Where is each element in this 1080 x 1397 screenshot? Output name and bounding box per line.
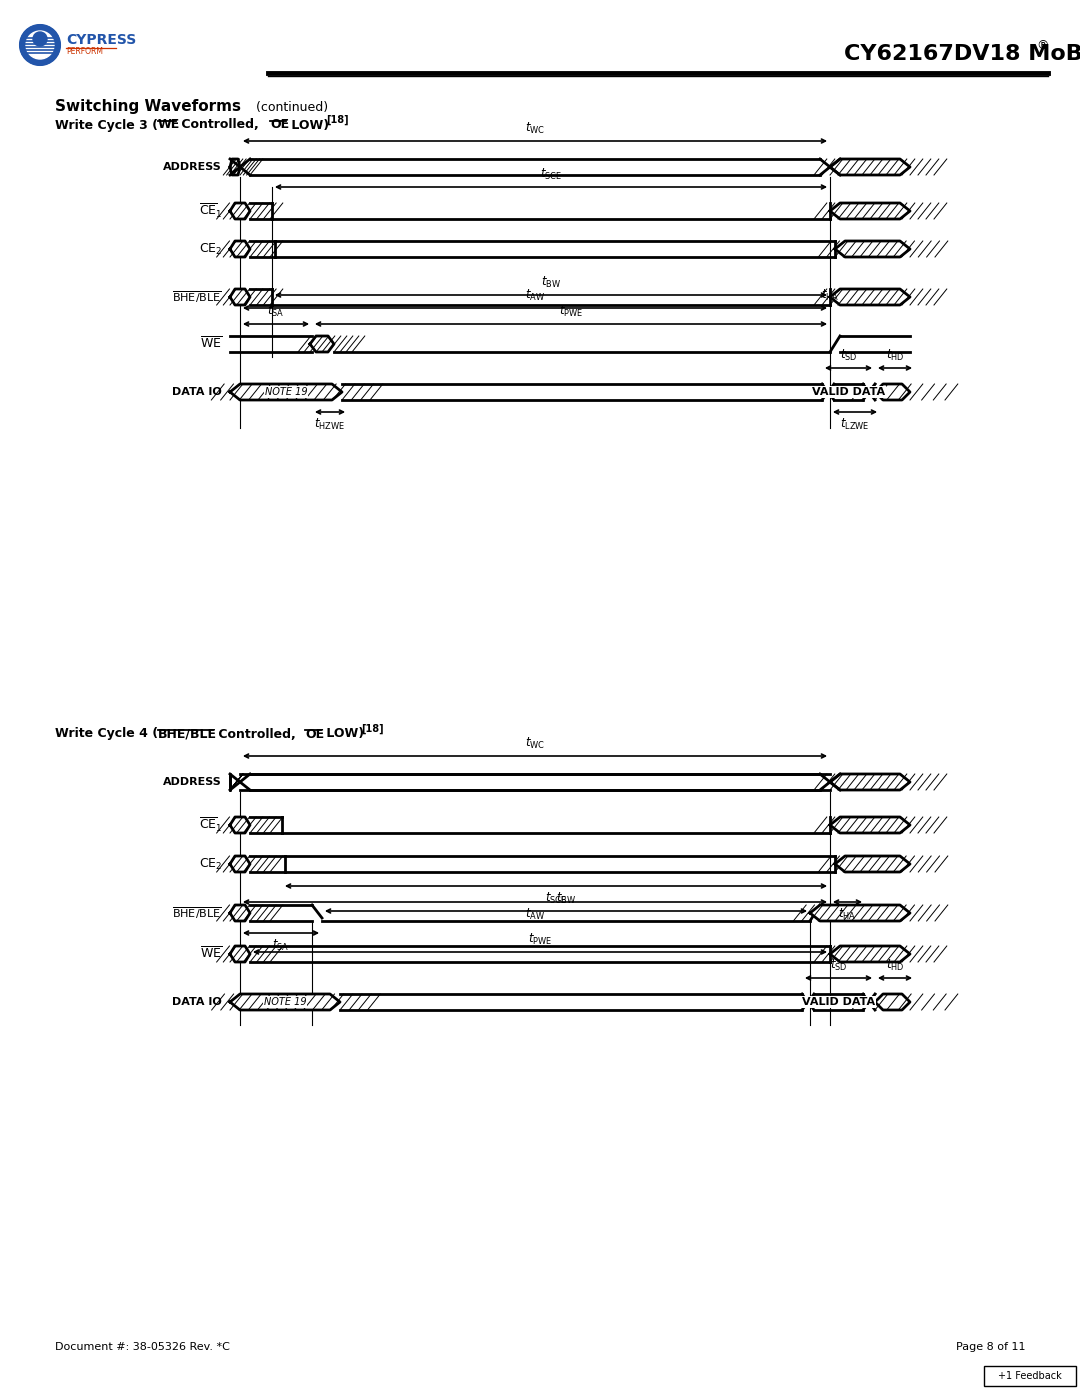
Text: WE: WE bbox=[158, 119, 180, 131]
Polygon shape bbox=[831, 817, 910, 833]
Polygon shape bbox=[230, 242, 249, 257]
Polygon shape bbox=[831, 159, 910, 175]
Text: VALID DATA: VALID DATA bbox=[802, 997, 875, 1007]
Polygon shape bbox=[831, 289, 910, 305]
Text: $t_{\mathrm{SCE}}$: $t_{\mathrm{SCE}}$ bbox=[545, 891, 567, 907]
Text: Write Cycle 4 (: Write Cycle 4 ( bbox=[55, 728, 158, 740]
Text: $t_{\mathrm{SCE}}$: $t_{\mathrm{SCE}}$ bbox=[540, 166, 562, 182]
Text: $t_{\mathrm{SD}}$: $t_{\mathrm{SD}}$ bbox=[840, 348, 858, 363]
Text: $t_{\mathrm{HD}}$: $t_{\mathrm{HD}}$ bbox=[886, 958, 904, 972]
Polygon shape bbox=[230, 905, 249, 921]
Text: CE$_2$: CE$_2$ bbox=[199, 242, 222, 257]
Text: (continued): (continued) bbox=[252, 101, 328, 113]
Text: CE$_2$: CE$_2$ bbox=[199, 856, 222, 872]
Text: Document #: 38-05326 Rev. *C: Document #: 38-05326 Rev. *C bbox=[55, 1343, 230, 1352]
Text: $t_{\mathrm{HA}}$: $t_{\mathrm{HA}}$ bbox=[838, 907, 856, 922]
Text: $t_{\mathrm{SA}}$: $t_{\mathrm{SA}}$ bbox=[267, 305, 285, 319]
Text: ADDRESS: ADDRESS bbox=[163, 162, 222, 172]
Polygon shape bbox=[230, 995, 340, 1010]
Polygon shape bbox=[875, 384, 910, 400]
Polygon shape bbox=[230, 384, 342, 400]
Text: $t_{\mathrm{AW}}$: $t_{\mathrm{AW}}$ bbox=[525, 288, 545, 303]
Polygon shape bbox=[230, 817, 249, 833]
Polygon shape bbox=[310, 337, 334, 352]
Polygon shape bbox=[875, 995, 910, 1010]
Polygon shape bbox=[230, 856, 249, 872]
Text: $\overline{\mathrm{BHE/BLE}}$: $\overline{\mathrm{BHE/BLE}}$ bbox=[173, 905, 222, 921]
Text: $t_{\mathrm{SD}}$: $t_{\mathrm{SD}}$ bbox=[829, 958, 848, 972]
Polygon shape bbox=[831, 774, 910, 789]
Polygon shape bbox=[835, 242, 910, 257]
Polygon shape bbox=[831, 203, 910, 219]
Polygon shape bbox=[230, 289, 249, 305]
Text: LOW): LOW) bbox=[322, 728, 364, 740]
Text: PERFORM: PERFORM bbox=[66, 47, 103, 56]
Polygon shape bbox=[230, 203, 249, 219]
Text: $t_{\mathrm{PWE}}$: $t_{\mathrm{PWE}}$ bbox=[528, 932, 552, 947]
Text: [18]: [18] bbox=[361, 724, 383, 735]
Text: Controlled,: Controlled, bbox=[177, 119, 264, 131]
Text: [18]: [18] bbox=[326, 115, 349, 126]
FancyBboxPatch shape bbox=[984, 1366, 1076, 1386]
Text: NOTE 19: NOTE 19 bbox=[265, 387, 308, 397]
Polygon shape bbox=[230, 159, 240, 175]
Text: $t_{\mathrm{BW}}$: $t_{\mathrm{BW}}$ bbox=[556, 891, 576, 907]
Text: $t_{\mathrm{HZWE}}$: $t_{\mathrm{HZWE}}$ bbox=[314, 416, 346, 432]
Text: Page 8 of 11: Page 8 of 11 bbox=[956, 1343, 1025, 1352]
Text: NOTE 19: NOTE 19 bbox=[264, 997, 307, 1007]
Text: $t_{\mathrm{LZWE}}$: $t_{\mathrm{LZWE}}$ bbox=[840, 416, 869, 432]
Circle shape bbox=[33, 32, 48, 46]
Text: CYPRESS: CYPRESS bbox=[66, 34, 136, 47]
Text: LOW): LOW) bbox=[287, 119, 329, 131]
Text: $\overline{\mathrm{CE}}_1$: $\overline{\mathrm{CE}}_1$ bbox=[199, 816, 222, 834]
Text: VALID DATA: VALID DATA bbox=[812, 387, 886, 397]
Text: OE: OE bbox=[270, 119, 289, 131]
Text: +1 Feedback: +1 Feedback bbox=[998, 1370, 1062, 1382]
Text: $t_{\mathrm{WC}}$: $t_{\mathrm{WC}}$ bbox=[525, 122, 545, 136]
Polygon shape bbox=[230, 946, 249, 963]
Text: $t_{\mathrm{BW}}$: $t_{\mathrm{BW}}$ bbox=[541, 275, 562, 291]
Text: ADDRESS: ADDRESS bbox=[163, 777, 222, 787]
Circle shape bbox=[21, 25, 60, 66]
Text: $\overline{\mathrm{BHE/BLE}}$: $\overline{\mathrm{BHE/BLE}}$ bbox=[173, 289, 222, 305]
Text: CY62167DV18 MoBL: CY62167DV18 MoBL bbox=[843, 43, 1080, 64]
Text: OE: OE bbox=[305, 728, 324, 740]
Text: Switching Waveforms: Switching Waveforms bbox=[55, 99, 241, 115]
Text: $t_{\mathrm{SA}}$: $t_{\mathrm{SA}}$ bbox=[272, 937, 289, 953]
Text: DATA IO: DATA IO bbox=[172, 997, 222, 1007]
Text: Controlled,: Controlled, bbox=[214, 728, 300, 740]
Text: $t_{\mathrm{PWE}}$: $t_{\mathrm{PWE}}$ bbox=[558, 305, 583, 319]
Text: $\overline{\mathrm{CE}}_1$: $\overline{\mathrm{CE}}_1$ bbox=[199, 203, 222, 221]
Text: DATA IO: DATA IO bbox=[172, 387, 222, 397]
Text: $t_{\mathrm{HD}}$: $t_{\mathrm{HD}}$ bbox=[886, 348, 904, 363]
Text: $t_{\mathrm{HA}}$: $t_{\mathrm{HA}}$ bbox=[821, 288, 839, 303]
Polygon shape bbox=[831, 946, 910, 963]
Polygon shape bbox=[835, 856, 910, 872]
Polygon shape bbox=[810, 905, 910, 921]
Text: $\overline{\mathrm{WE}}$: $\overline{\mathrm{WE}}$ bbox=[200, 946, 222, 961]
Text: $\overline{\mathrm{WE}}$: $\overline{\mathrm{WE}}$ bbox=[200, 337, 222, 352]
Text: $t_{\mathrm{AW}}$: $t_{\mathrm{AW}}$ bbox=[525, 907, 545, 922]
Text: BHE/BLE: BHE/BLE bbox=[158, 728, 217, 740]
Text: Write Cycle 3 (: Write Cycle 3 ( bbox=[55, 119, 158, 131]
Text: $t_{\mathrm{WC}}$: $t_{\mathrm{WC}}$ bbox=[525, 736, 545, 752]
Circle shape bbox=[26, 31, 54, 59]
Text: ®: ® bbox=[1036, 39, 1049, 53]
